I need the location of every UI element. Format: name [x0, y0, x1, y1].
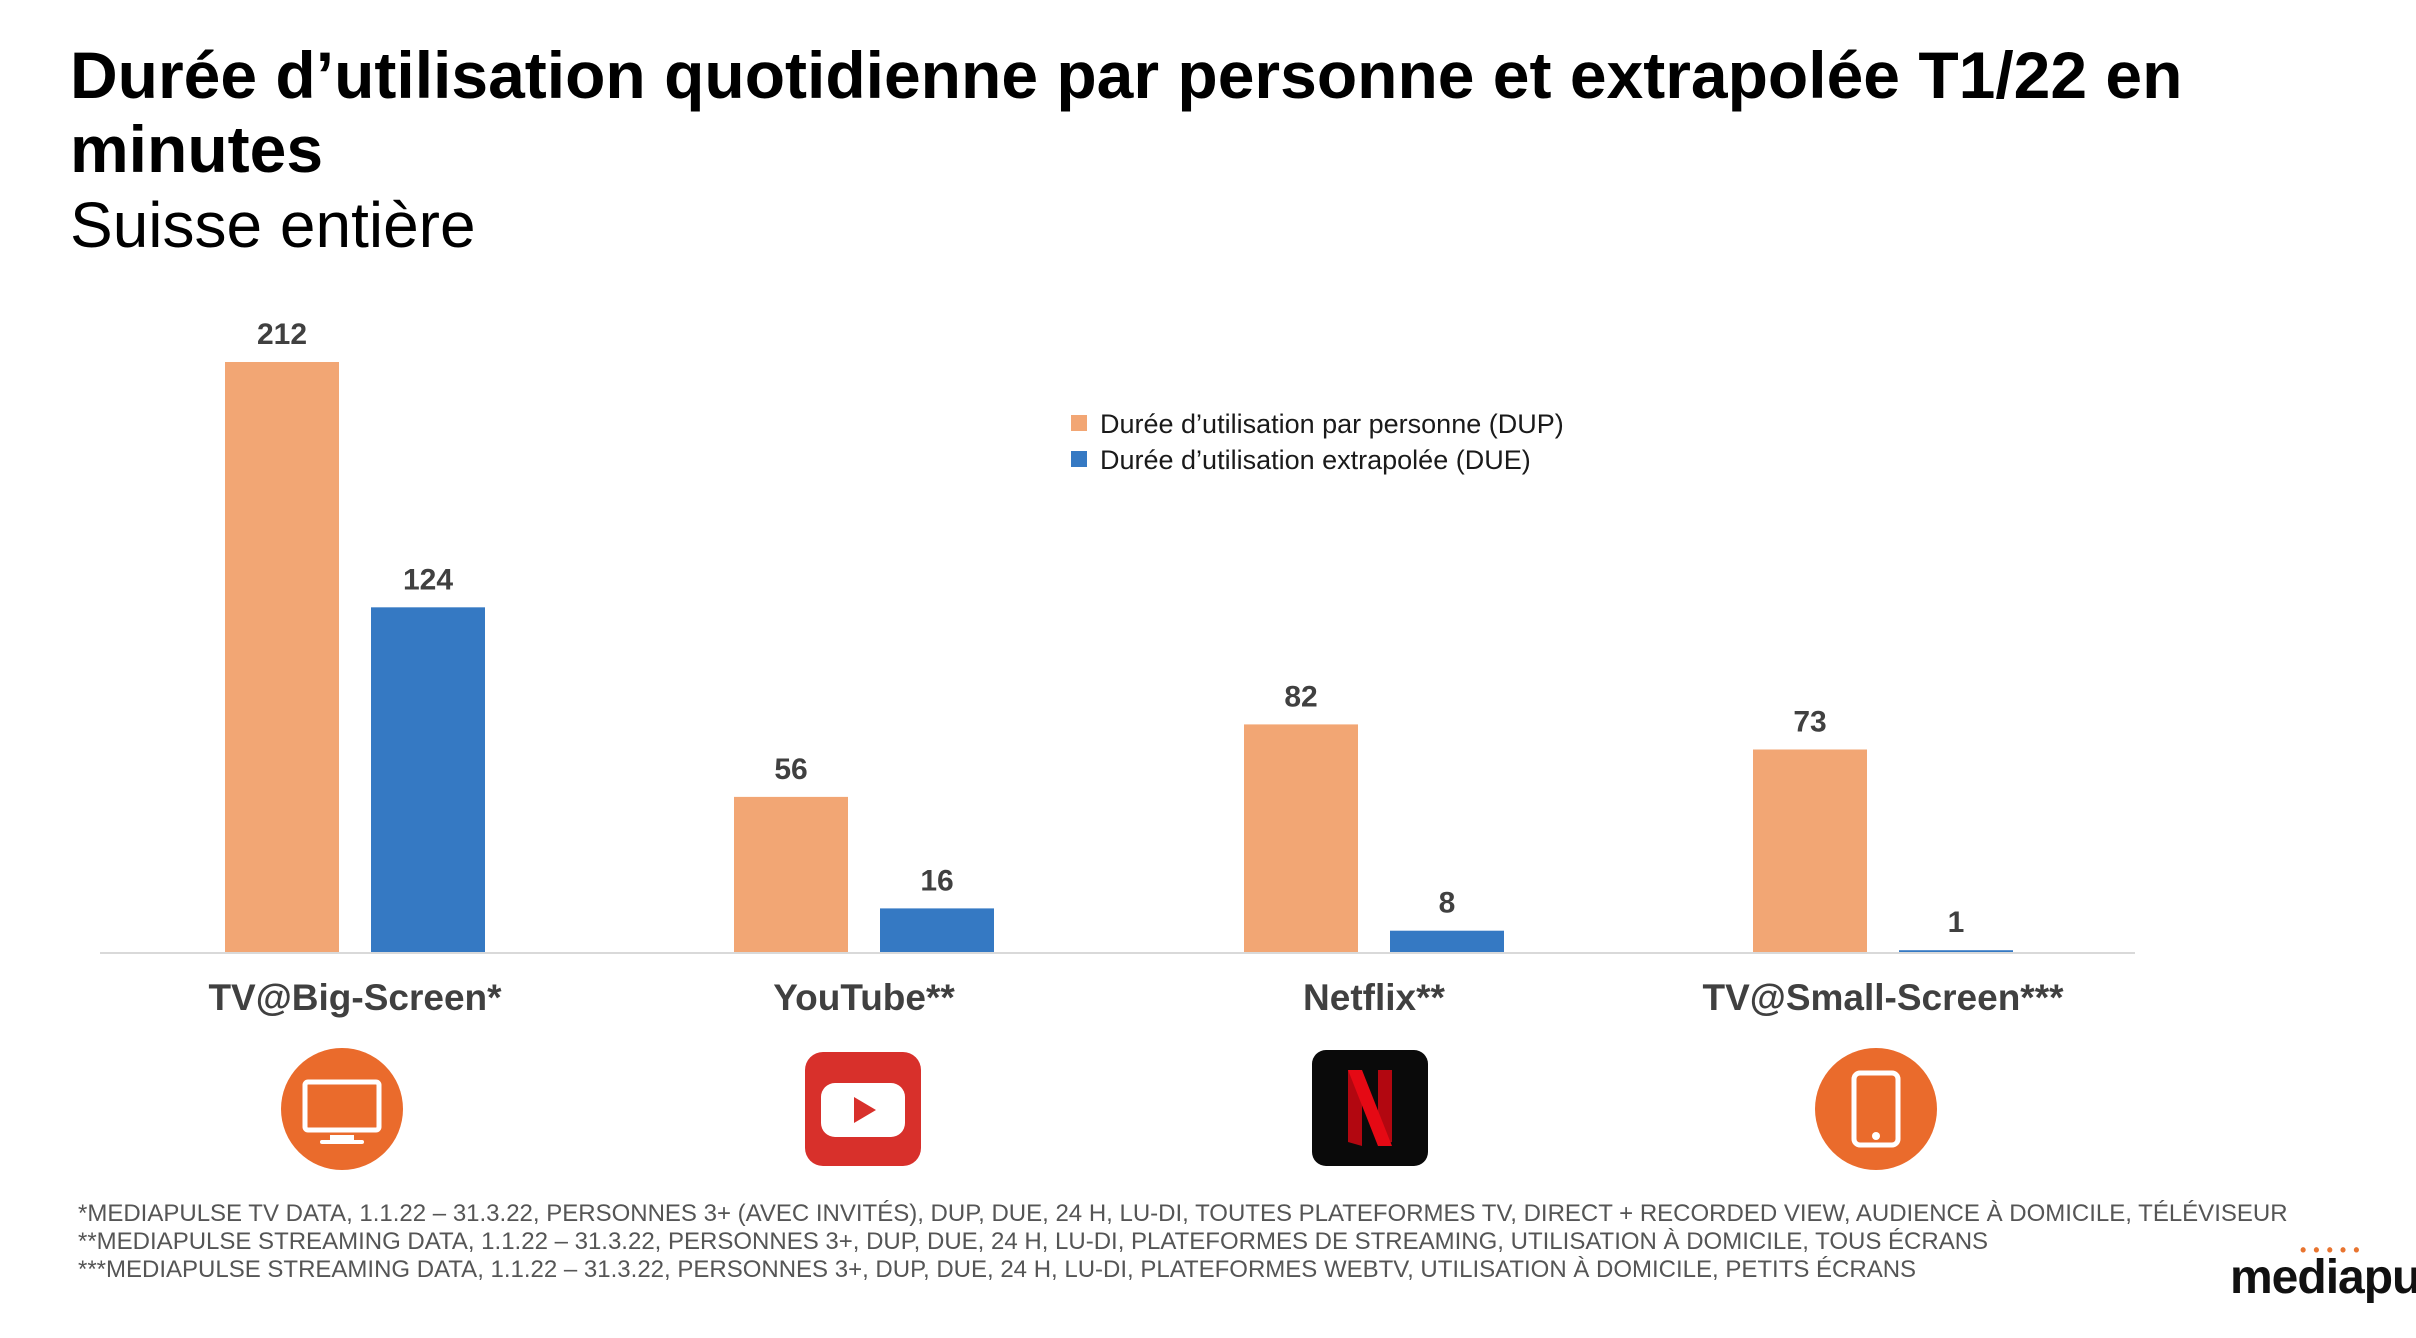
- tablet-icon: [1814, 1047, 1938, 1176]
- category-label-1: YouTube**: [773, 977, 955, 1018]
- page-title: Durée d’utilisation quotidienne par pers…: [70, 38, 2183, 186]
- logo-text: mediapulse: [2230, 1251, 2416, 1304]
- bar-due-1: [880, 908, 994, 953]
- category-label-0: TV@Big-Screen*: [208, 977, 502, 1018]
- youtube-icon: [803, 1050, 923, 1173]
- category-label-3: TV@Small-Screen***: [1702, 977, 2064, 1018]
- mediapulse-logo: ••••• mediapulse: [2230, 1240, 2416, 1305]
- data-label-due-3: 1: [1948, 906, 1965, 939]
- bar-due-3: [1899, 950, 2013, 953]
- legend-label-dup: Durée d’utilisation par personne (DUP): [1100, 409, 1564, 439]
- footnote-1: *MEDIAPULSE TV DATA, 1.1.22 – 31.3.22, P…: [78, 1200, 2288, 1227]
- bar-dup-0: [225, 362, 339, 953]
- data-label-dup-2: 82: [1284, 680, 1317, 713]
- bar-dup-2: [1244, 724, 1358, 953]
- tv-icon: [280, 1047, 404, 1176]
- data-label-dup-1: 56: [774, 753, 807, 786]
- data-label-dup-0: 212: [257, 318, 307, 351]
- bar-due-0: [371, 607, 485, 953]
- category-label-2: Netflix**: [1303, 977, 1445, 1018]
- legend-swatch-dup: [1071, 415, 1087, 431]
- data-label-due-1: 16: [920, 864, 953, 897]
- data-label-due-0: 124: [403, 563, 453, 596]
- netflix-icon: [1310, 1048, 1430, 1173]
- bar-dup-3: [1753, 749, 1867, 953]
- data-label-dup-3: 73: [1793, 705, 1826, 738]
- legend-label-due: Durée d’utilisation extrapolée (DUE): [1100, 445, 1531, 475]
- bar-dup-1: [734, 796, 848, 953]
- footnotes: *MEDIAPULSE TV DATA, 1.1.22 – 31.3.22, P…: [78, 1200, 2288, 1284]
- footnote-2: **MEDIAPULSE STREAMING DATA, 1.1.22 – 31…: [78, 1228, 1989, 1255]
- page-subtitle: Suisse entière: [70, 189, 476, 261]
- logo-dots-icon: •••••: [2300, 1240, 2367, 1260]
- legend-swatch-due: [1071, 451, 1087, 467]
- bar-due-2: [1390, 930, 1504, 953]
- footnote-3: ***MEDIAPULSE STREAMING DATA, 1.1.22 – 3…: [78, 1256, 1917, 1283]
- legend: Durée d’utilisation par personne (DUP) D…: [1071, 409, 1564, 475]
- data-label-due-2: 8: [1439, 887, 1456, 920]
